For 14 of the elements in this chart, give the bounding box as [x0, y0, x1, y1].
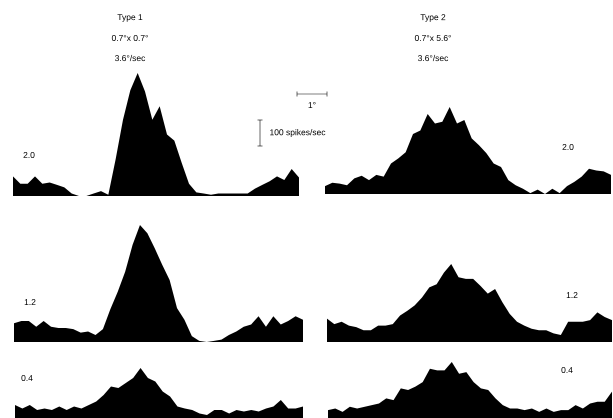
chart-title: Type 1	[117, 14, 142, 22]
chart-subtitle: 0.7°x 5.6°	[414, 35, 451, 41]
text: 1°	[308, 102, 316, 108]
text: 3.6°/sec	[114, 54, 146, 62]
text: 3.6°/sec	[418, 54, 448, 62]
chart-title: Type 2	[420, 14, 446, 22]
annotation: 0.4	[21, 375, 33, 381]
chart-subtitle: 0.7°x 0.7°	[112, 35, 148, 41]
annotation: 1.2	[566, 292, 578, 298]
annotation: 100 spikes/sec	[270, 129, 326, 137]
annotation: 2.0	[562, 144, 574, 150]
annotation: 1.2	[24, 299, 36, 305]
annotation: 0.4	[561, 367, 573, 373]
annotation: 2.0	[24, 152, 35, 158]
